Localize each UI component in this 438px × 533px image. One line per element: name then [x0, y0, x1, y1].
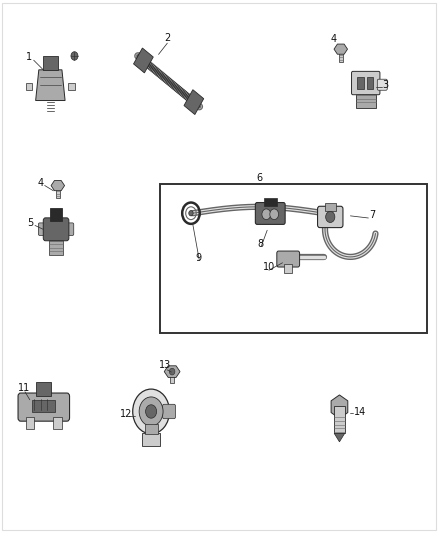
Polygon shape [134, 48, 153, 73]
Bar [334, 406, 345, 433]
Circle shape [262, 209, 271, 220]
Polygon shape [334, 44, 347, 54]
Bar [26, 83, 32, 90]
Bar [170, 370, 174, 383]
Circle shape [326, 212, 335, 223]
Text: 1: 1 [26, 52, 32, 62]
Text: 5: 5 [27, 217, 33, 228]
FancyBboxPatch shape [162, 405, 175, 419]
Text: 8: 8 [258, 239, 264, 249]
FancyBboxPatch shape [255, 203, 285, 224]
Bar [26, 417, 34, 430]
Polygon shape [331, 395, 348, 418]
Text: 2: 2 [164, 33, 170, 43]
Bar [49, 240, 63, 255]
Text: 10: 10 [263, 262, 275, 272]
Text: 6: 6 [256, 173, 262, 183]
Bar [50, 208, 62, 221]
Bar [357, 77, 364, 88]
FancyBboxPatch shape [39, 223, 47, 236]
Circle shape [71, 52, 78, 60]
Bar [145, 424, 158, 434]
Bar [36, 382, 51, 396]
Text: 13: 13 [159, 360, 171, 370]
Bar [264, 198, 277, 206]
Bar [142, 433, 160, 446]
Text: 4: 4 [37, 177, 43, 188]
FancyBboxPatch shape [65, 223, 74, 236]
Bar [56, 185, 60, 198]
FancyBboxPatch shape [377, 79, 387, 90]
Bar [367, 77, 373, 88]
FancyBboxPatch shape [43, 218, 69, 241]
Circle shape [133, 389, 170, 434]
FancyBboxPatch shape [277, 251, 300, 267]
Text: 3: 3 [382, 79, 389, 90]
Circle shape [270, 209, 279, 220]
Bar [32, 400, 55, 411]
Text: 4: 4 [331, 34, 337, 44]
Bar [68, 83, 74, 90]
Bar [325, 203, 336, 211]
Bar [43, 56, 58, 70]
Bar [160, 184, 427, 333]
Circle shape [145, 405, 157, 418]
Polygon shape [164, 366, 180, 377]
Polygon shape [35, 70, 65, 101]
Bar [356, 94, 376, 108]
Circle shape [170, 368, 175, 375]
Text: 9: 9 [195, 253, 201, 263]
Polygon shape [334, 433, 345, 442]
Polygon shape [184, 90, 204, 115]
Circle shape [189, 211, 193, 216]
Text: 12: 12 [120, 409, 133, 419]
FancyBboxPatch shape [352, 71, 380, 95]
Bar [53, 417, 62, 430]
Text: 11: 11 [18, 383, 30, 393]
Circle shape [139, 397, 163, 426]
FancyBboxPatch shape [18, 393, 70, 421]
Text: 7: 7 [369, 210, 375, 220]
FancyBboxPatch shape [318, 206, 343, 228]
Bar [339, 49, 343, 62]
Polygon shape [51, 181, 64, 191]
Bar [284, 264, 292, 273]
Text: 14: 14 [354, 407, 366, 417]
